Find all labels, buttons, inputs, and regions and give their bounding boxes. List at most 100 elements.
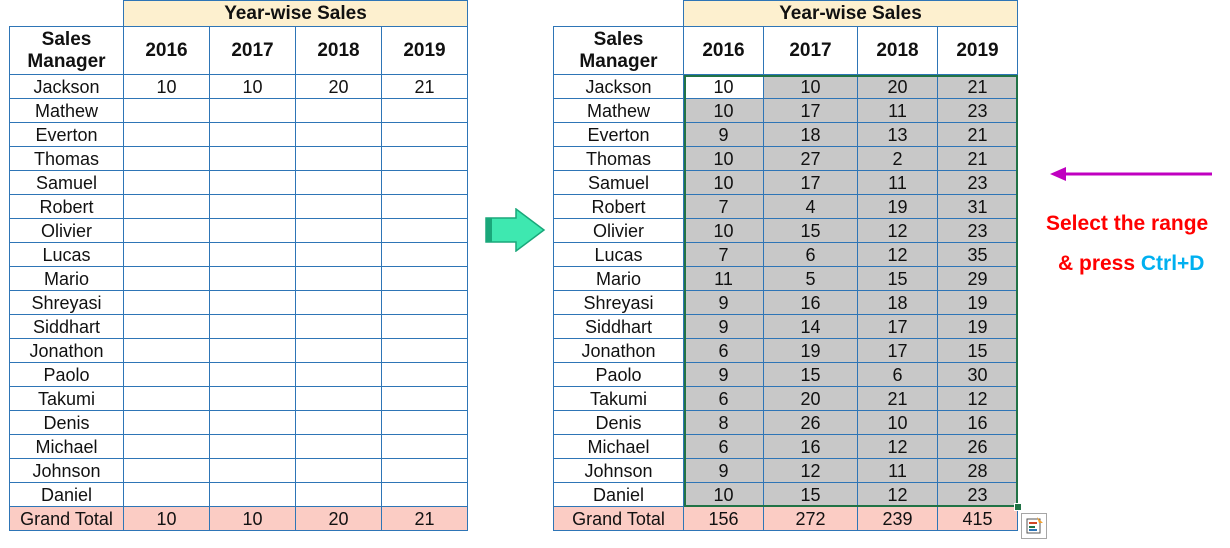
sales-value-cell[interactable]: 10 bbox=[683, 146, 764, 171]
sales-value-cell[interactable]: 17 bbox=[857, 338, 938, 363]
manager-name-cell[interactable]: Daniel bbox=[553, 482, 684, 507]
sales-value-cell[interactable]: 2 bbox=[857, 146, 938, 171]
manager-name-cell[interactable]: Jonathon bbox=[553, 338, 684, 363]
sales-value-cell[interactable] bbox=[295, 386, 382, 411]
sales-value-cell[interactable] bbox=[123, 242, 210, 267]
sales-value-cell[interactable]: 35 bbox=[937, 242, 1018, 267]
grand-total-cell[interactable]: 415 bbox=[937, 506, 1018, 531]
sales-value-cell[interactable] bbox=[123, 386, 210, 411]
sales-value-cell[interactable]: 11 bbox=[857, 170, 938, 195]
sales-value-cell[interactable]: 15 bbox=[857, 266, 938, 291]
manager-name-cell[interactable]: Paolo bbox=[553, 362, 684, 387]
sales-value-cell[interactable] bbox=[209, 338, 296, 363]
sales-value-cell[interactable]: 21 bbox=[937, 122, 1018, 147]
sales-value-cell[interactable] bbox=[295, 146, 382, 171]
sales-value-cell[interactable]: 5 bbox=[763, 266, 858, 291]
sales-value-cell[interactable]: 20 bbox=[857, 74, 938, 99]
sales-value-cell[interactable] bbox=[209, 434, 296, 459]
sales-value-cell[interactable]: 9 bbox=[683, 362, 764, 387]
manager-name-cell[interactable]: Shreyasi bbox=[553, 290, 684, 315]
sales-value-cell[interactable]: 12 bbox=[857, 218, 938, 243]
sales-value-cell[interactable]: 15 bbox=[763, 482, 858, 507]
sales-value-cell[interactable] bbox=[123, 362, 210, 387]
manager-name-cell[interactable]: Samuel bbox=[9, 170, 124, 195]
fill-handle[interactable] bbox=[1013, 502, 1022, 511]
header-sales-manager[interactable]: Sales Manager bbox=[553, 26, 684, 75]
sales-value-cell[interactable] bbox=[295, 266, 382, 291]
sales-value-cell[interactable] bbox=[209, 266, 296, 291]
sales-value-cell[interactable] bbox=[381, 458, 468, 483]
sales-value-cell[interactable] bbox=[123, 314, 210, 339]
header-year[interactable]: 2016 bbox=[683, 26, 764, 75]
manager-name-cell[interactable]: Siddhart bbox=[9, 314, 124, 339]
sales-value-cell[interactable]: 12 bbox=[857, 482, 938, 507]
grand-total-cell[interactable]: 20 bbox=[295, 506, 382, 531]
quick-analysis-icon[interactable] bbox=[1021, 513, 1047, 539]
sales-value-cell[interactable]: 9 bbox=[683, 290, 764, 315]
sales-value-cell[interactable] bbox=[123, 290, 210, 315]
sales-value-cell[interactable]: 23 bbox=[937, 98, 1018, 123]
grand-total-cell[interactable]: 156 bbox=[683, 506, 764, 531]
sales-value-cell[interactable]: 10 bbox=[857, 410, 938, 435]
manager-name-cell[interactable]: Jackson bbox=[553, 74, 684, 99]
sales-value-cell[interactable] bbox=[123, 194, 210, 219]
manager-name-cell[interactable]: Olivier bbox=[9, 218, 124, 243]
sales-value-cell[interactable]: 9 bbox=[683, 122, 764, 147]
sales-value-cell[interactable]: 10 bbox=[683, 98, 764, 123]
manager-name-cell[interactable]: Shreyasi bbox=[9, 290, 124, 315]
sales-value-cell[interactable]: 21 bbox=[381, 74, 468, 99]
manager-name-cell[interactable]: Mathew bbox=[553, 98, 684, 123]
sales-value-cell[interactable] bbox=[123, 122, 210, 147]
sales-value-cell[interactable] bbox=[295, 218, 382, 243]
header-year[interactable]: 2019 bbox=[381, 26, 468, 75]
sales-value-cell[interactable] bbox=[123, 218, 210, 243]
sales-value-cell[interactable] bbox=[209, 458, 296, 483]
sales-value-cell[interactable]: 21 bbox=[937, 146, 1018, 171]
manager-name-cell[interactable]: Michael bbox=[553, 434, 684, 459]
sales-value-cell[interactable] bbox=[381, 482, 468, 507]
sales-value-cell[interactable]: 18 bbox=[857, 290, 938, 315]
sales-value-cell[interactable]: 11 bbox=[857, 98, 938, 123]
sales-value-cell[interactable] bbox=[295, 98, 382, 123]
sales-value-cell[interactable] bbox=[209, 314, 296, 339]
sales-value-cell[interactable]: 15 bbox=[763, 362, 858, 387]
sales-value-cell[interactable]: 16 bbox=[763, 434, 858, 459]
header-sales-manager[interactable]: Sales Manager bbox=[9, 26, 124, 75]
sales-value-cell[interactable]: 6 bbox=[683, 338, 764, 363]
sales-value-cell[interactable] bbox=[381, 146, 468, 171]
sales-value-cell[interactable]: 28 bbox=[937, 458, 1018, 483]
sales-value-cell[interactable] bbox=[209, 98, 296, 123]
sales-value-cell[interactable] bbox=[123, 170, 210, 195]
sales-value-cell[interactable] bbox=[295, 122, 382, 147]
sales-value-cell[interactable]: 23 bbox=[937, 170, 1018, 195]
sales-value-cell[interactable] bbox=[123, 434, 210, 459]
sales-value-cell[interactable]: 21 bbox=[857, 386, 938, 411]
sales-value-cell[interactable]: 6 bbox=[683, 386, 764, 411]
header-year[interactable]: 2018 bbox=[295, 26, 382, 75]
grand-total-label[interactable]: Grand Total bbox=[553, 506, 684, 531]
manager-name-cell[interactable]: Daniel bbox=[9, 482, 124, 507]
sales-value-cell[interactable]: 6 bbox=[763, 242, 858, 267]
sales-value-cell[interactable] bbox=[295, 314, 382, 339]
manager-name-cell[interactable]: Johnson bbox=[9, 458, 124, 483]
sales-value-cell[interactable]: 16 bbox=[937, 410, 1018, 435]
sales-value-cell[interactable]: 9 bbox=[683, 314, 764, 339]
sales-value-cell[interactable]: 19 bbox=[937, 290, 1018, 315]
manager-name-cell[interactable]: Thomas bbox=[9, 146, 124, 171]
grand-total-cell[interactable]: 272 bbox=[763, 506, 858, 531]
grand-total-label[interactable]: Grand Total bbox=[9, 506, 124, 531]
sales-value-cell[interactable]: 18 bbox=[763, 122, 858, 147]
sales-value-cell[interactable] bbox=[123, 458, 210, 483]
sales-value-cell[interactable] bbox=[381, 98, 468, 123]
sales-value-cell[interactable] bbox=[295, 338, 382, 363]
sales-value-cell[interactable]: 17 bbox=[763, 98, 858, 123]
sales-value-cell[interactable]: 17 bbox=[763, 170, 858, 195]
sales-value-cell[interactable]: 17 bbox=[857, 314, 938, 339]
sales-value-cell[interactable]: 26 bbox=[763, 410, 858, 435]
sales-value-cell[interactable]: 8 bbox=[683, 410, 764, 435]
header-year[interactable]: 2016 bbox=[123, 26, 210, 75]
sales-value-cell[interactable] bbox=[381, 290, 468, 315]
sales-value-cell[interactable] bbox=[295, 410, 382, 435]
manager-name-cell[interactable]: Lucas bbox=[9, 242, 124, 267]
sales-value-cell[interactable]: 12 bbox=[857, 434, 938, 459]
